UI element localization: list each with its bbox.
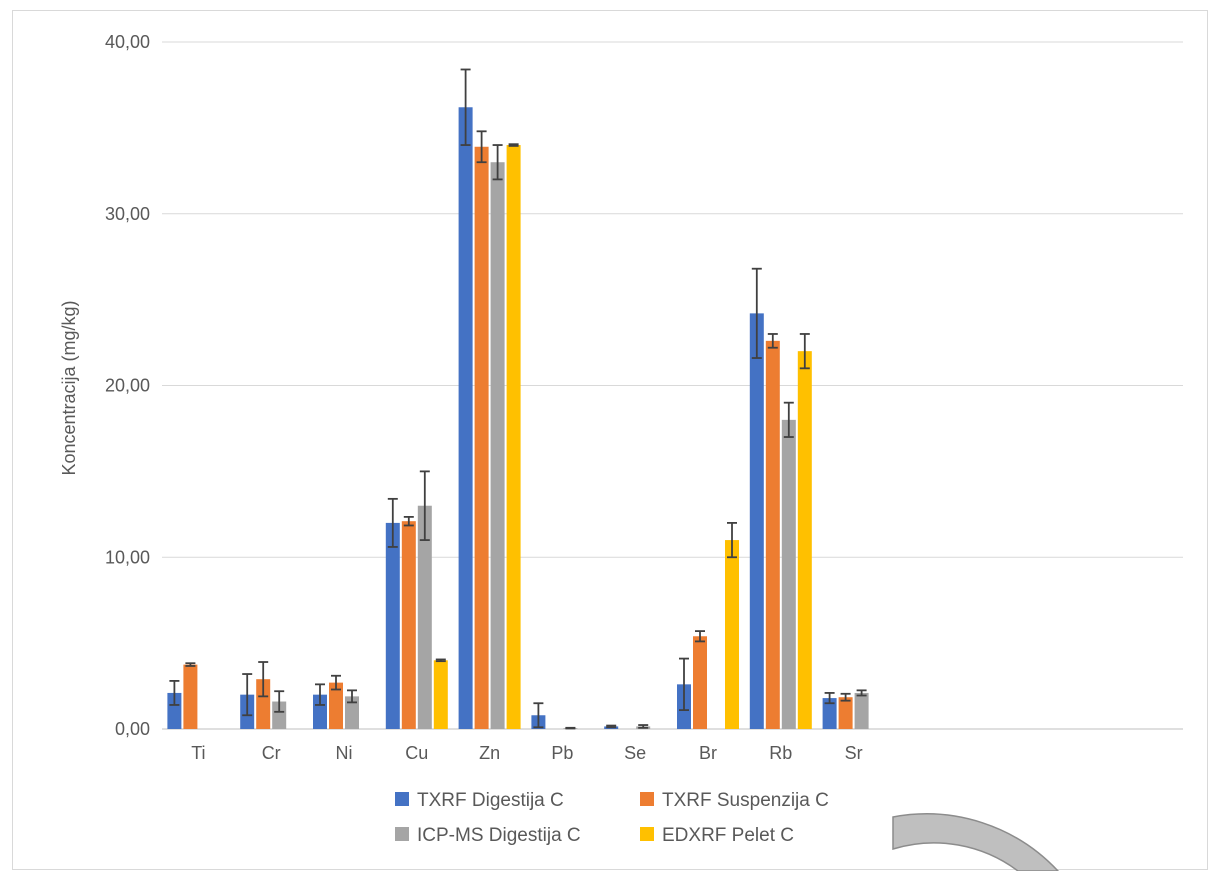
bar — [183, 664, 198, 729]
bar — [822, 698, 837, 729]
bar — [749, 313, 764, 729]
bar — [345, 696, 359, 729]
legend-swatch — [395, 827, 409, 841]
legend-label: TXRF Digestija C — [417, 790, 564, 811]
x-tick-label: Zn — [479, 743, 500, 763]
x-tick-label: Ti — [191, 743, 205, 763]
bar — [506, 145, 521, 730]
x-tick-label: Cr — [262, 743, 281, 763]
legend-label: ICP-MS Digestija C — [417, 825, 581, 846]
y-tick-label: 0,00 — [115, 719, 150, 739]
bar-chart: 0,00 10,00 20,00 30,00 40,00 Koncentracija (… — [59, 32, 1183, 871]
legend-label: TXRF Suspenzija C — [662, 790, 829, 811]
legend-item: ICP-MS Digestija C — [395, 825, 581, 846]
bar — [490, 162, 505, 730]
bar — [329, 682, 343, 729]
bar — [417, 505, 432, 729]
bar — [272, 701, 287, 729]
legend-label: EDXRF Pelet C — [662, 825, 794, 846]
legend-swatch — [640, 827, 654, 841]
x-tick-label: Ni — [336, 743, 353, 763]
legend: TXRF Digestija C TXRF Suspenzija C ICP-MS … — [395, 790, 829, 846]
x-tick-label: Cu — [405, 743, 428, 763]
x-tick-label: Rb — [769, 743, 792, 763]
x-tick-label: Sr — [845, 743, 863, 763]
bar — [167, 692, 182, 729]
bar — [693, 636, 707, 729]
bar — [458, 107, 473, 729]
legend-item: TXRF Suspenzija C — [640, 790, 829, 811]
bar — [765, 340, 780, 729]
legend-item: TXRF Digestija C — [395, 790, 564, 811]
bar — [385, 522, 400, 729]
x-tick-label: Pb — [551, 743, 573, 763]
bar — [854, 692, 869, 729]
bar — [725, 540, 739, 729]
gridlines — [162, 41, 1183, 730]
y-tick-label: 20,00 — [105, 376, 150, 396]
error-bars — [169, 68, 867, 730]
bar — [401, 521, 416, 729]
bar — [256, 679, 271, 729]
rotate-handle-overlay — [892, 813, 1060, 871]
bar — [313, 694, 327, 729]
bar — [838, 697, 853, 729]
bar — [781, 419, 796, 729]
y-axis-tick-labels: 0,00 10,00 20,00 30,00 40,00 — [105, 32, 150, 739]
bar — [797, 351, 812, 729]
bar — [474, 146, 489, 729]
y-tick-label: 40,00 — [105, 32, 150, 52]
x-tick-label: Br — [699, 743, 717, 763]
legend-item: EDXRF Pelet C — [640, 825, 794, 846]
x-axis-tick-labels: Ti Cr Ni Cu Zn Pb Se Br Rb Sr — [191, 743, 862, 763]
y-tick-label: 30,00 — [105, 204, 150, 224]
legend-swatch — [395, 792, 409, 806]
y-axis-title: Koncentracija (mg/kg) — [59, 300, 79, 475]
y-tick-label: 10,00 — [105, 547, 150, 567]
chart-frame: 0,00 10,00 20,00 30,00 40,00 Koncentracija (… — [12, 10, 1208, 871]
bars — [167, 107, 869, 730]
x-tick-label: Se — [624, 743, 646, 763]
bar — [433, 660, 448, 729]
legend-swatch — [640, 792, 654, 806]
